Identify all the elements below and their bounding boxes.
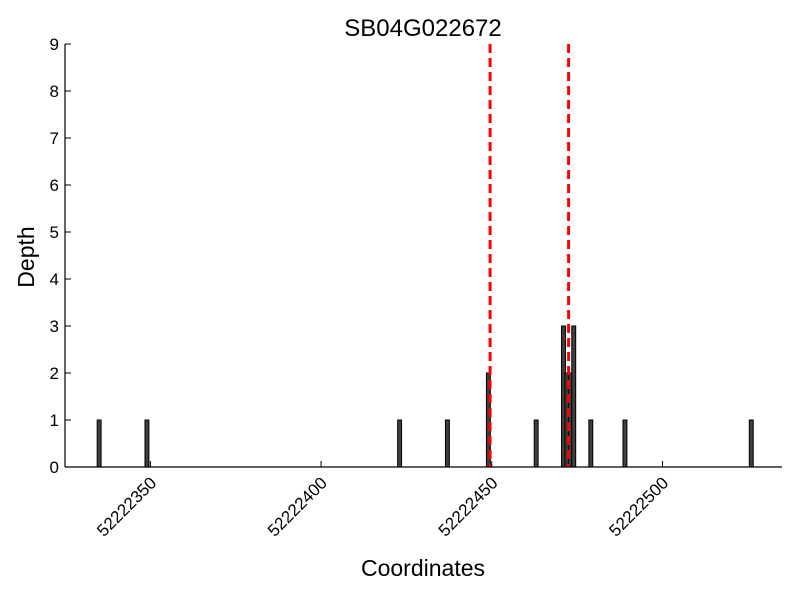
x-tick-label-52222400: 52222400 [264,473,331,540]
bar-1 [144,419,150,468]
bar-10 [588,419,594,468]
y-tick-label-5: 5 [50,223,59,242]
bar-5 [533,419,539,468]
y-tick-label-2: 2 [50,364,59,383]
y-tick-label-0: 0 [50,458,59,477]
bar-12 [748,419,754,468]
y-tick-label-4: 4 [50,270,59,289]
vlines-group [488,44,571,467]
bar-2 [397,419,403,468]
y-tick-label-9: 9 [50,35,59,54]
y-tick-label-7: 7 [50,129,59,148]
x-tick-label-52222350: 52222350 [93,473,160,540]
bar-11 [622,419,628,468]
axes-group: 0 1 2 3 4 5 6 7 8 9 52222350 52222400 52222450 522225… [50,35,782,540]
bars-group [96,325,754,468]
y-tick-label-8: 8 [50,82,59,101]
x-tick-label-52222450: 52222450 [435,473,502,540]
y-axis-label: Depth [13,226,39,287]
x-axis-label: Coordinates [361,555,485,581]
y-tick-label-3: 3 [50,317,59,336]
y-tick-label-1: 1 [50,411,59,430]
bar-0 [96,419,102,468]
chart-title: SB04G022672 [344,15,501,42]
bar-9 [571,325,577,468]
y-tick-label-6: 6 [50,176,59,195]
x-tick-label-52222500: 52222500 [605,473,672,540]
bar-3 [444,419,450,468]
